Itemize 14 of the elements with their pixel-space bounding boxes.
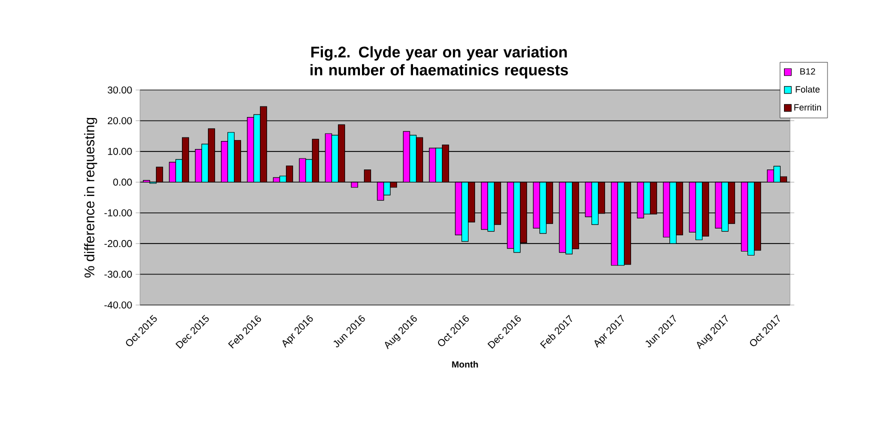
legend-label: B12 [800,68,816,75]
y-tick-label: -40.00 [104,301,132,309]
y-tick-label: -10.00 [104,209,132,216]
x-axis-title: Month [452,360,478,368]
chart-title: Fig.2. Clyde year on year variation in number of haematinics requests [310,46,568,78]
y-tick-label: -30.00 [104,270,132,278]
legend-label: Ferritin [794,104,821,111]
y-tick-label: -20.00 [104,240,132,248]
y-tick-label: 0.00 [113,178,132,186]
y-axis-title: % difference in requesting [84,118,98,278]
y-tick-label: 20.00 [108,117,132,124]
legend-label: Folate [796,86,820,93]
y-tick-label: 30.00 [108,86,132,94]
y-tick-label: 10.00 [108,148,132,155]
